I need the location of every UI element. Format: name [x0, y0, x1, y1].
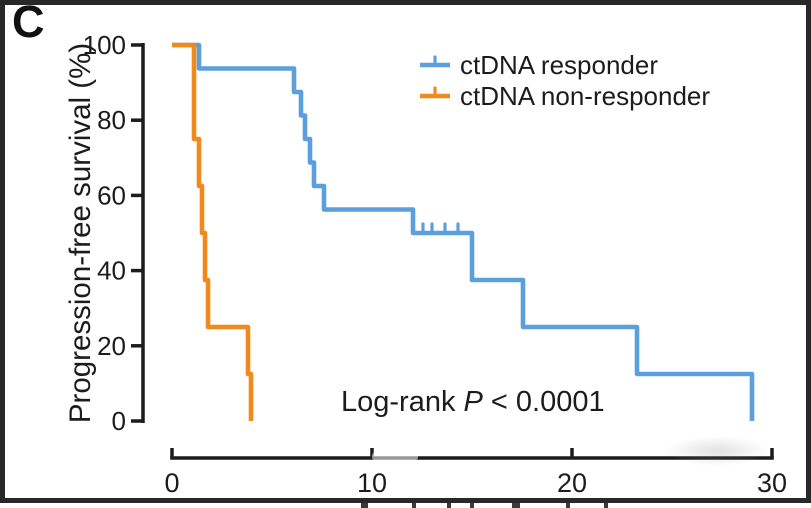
y-tick-label: 60 [97, 180, 126, 210]
chart-texts: Progression-free survival (%) Log-rank P … [64, 43, 605, 423]
panel-label: C [12, 0, 45, 47]
cropped-glyph-fragment [604, 503, 608, 508]
logrank-annotation: Log-rank P < 0.0001 [341, 386, 605, 418]
y-tick-label: 20 [97, 331, 126, 361]
x-tick-label: 30 [757, 468, 787, 498]
survival-curves [172, 42, 755, 421]
cropped-glyph-fragment [447, 503, 451, 508]
y-tick-label: 80 [97, 105, 126, 135]
cropped-glyph-fragment [566, 503, 570, 508]
y-axis-title: Progression-free survival (%) [64, 43, 97, 423]
responder-curve [172, 42, 755, 421]
non-responder-curve [172, 42, 254, 421]
y-tick-label: 100 [83, 30, 126, 60]
y-tick-label: 0 [112, 406, 126, 436]
x-tick-label: 10 [357, 468, 387, 498]
cropped-glyph-fragment [412, 503, 416, 508]
axes: 100 80 60 40 20 0 0 10 20 30 [83, 30, 787, 498]
x-tick-label: 20 [557, 468, 587, 498]
y-tick-label: 40 [97, 256, 126, 286]
watermark-smudge [665, 436, 769, 466]
cropped-glyph-fragment [512, 503, 520, 508]
cropped-glyph-fragment [470, 503, 474, 508]
legend-label: ctDNA non-responder [460, 81, 710, 111]
watermark-smudge-on-axis [372, 452, 418, 461]
cropped-glyph-fragment [361, 503, 368, 508]
legend-label: ctDNA responder [460, 50, 658, 80]
x-tick-label: 0 [164, 468, 179, 498]
